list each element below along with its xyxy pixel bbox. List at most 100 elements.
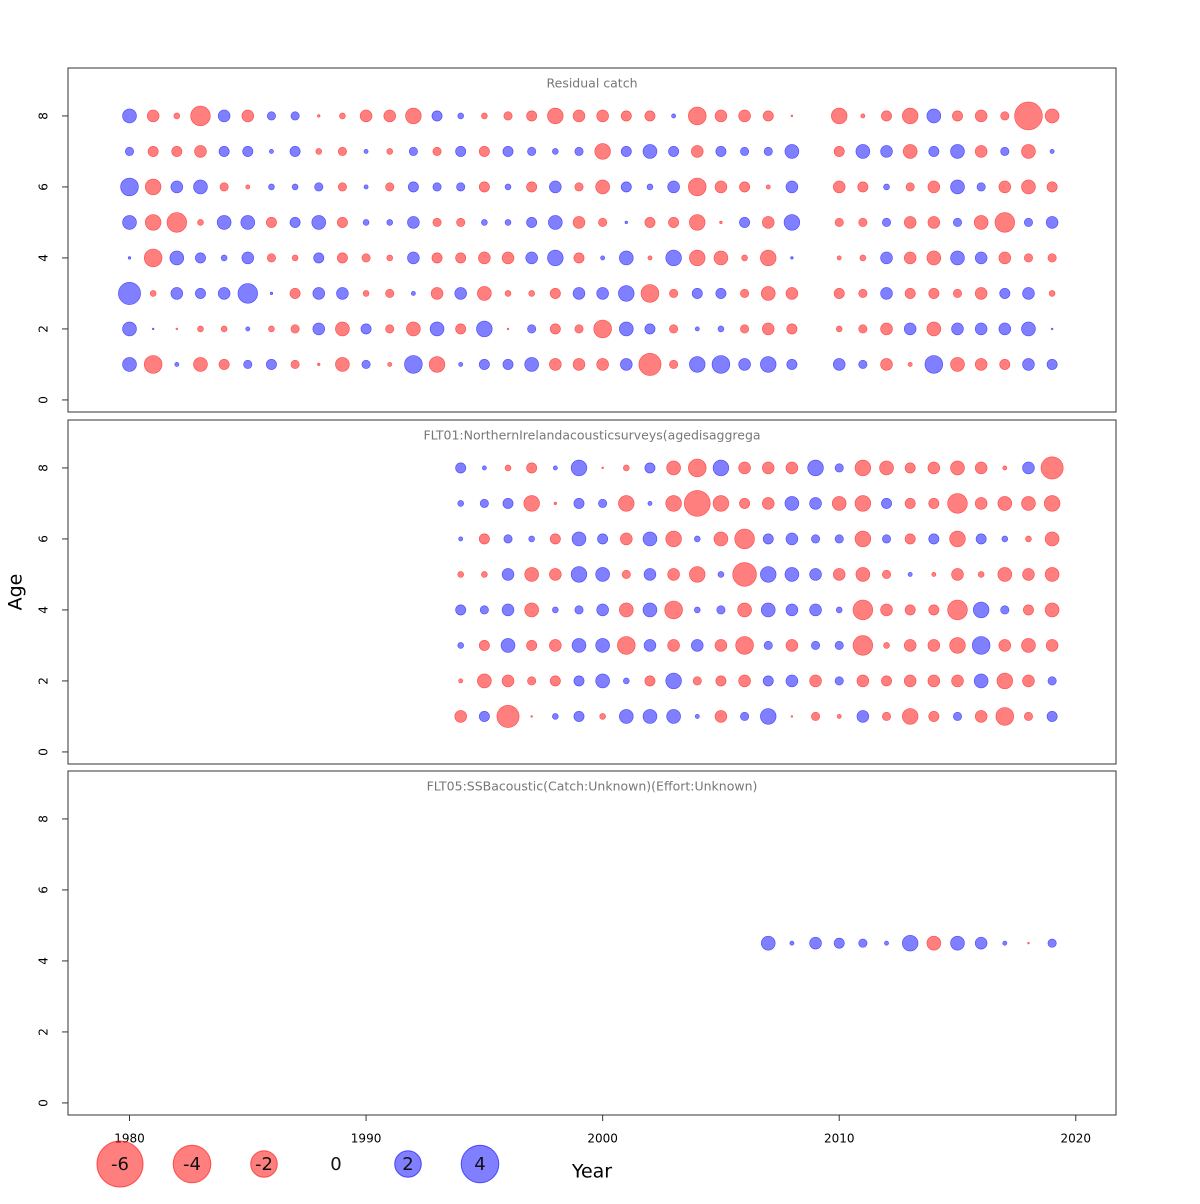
residual-bubble xyxy=(694,326,700,332)
residual-bubble xyxy=(926,321,942,337)
residual-bubble xyxy=(928,604,940,616)
residual-bubble xyxy=(902,107,919,125)
residual-bubble xyxy=(836,255,842,261)
residual-bubble xyxy=(359,109,373,123)
residual-bubble xyxy=(974,109,988,123)
residual-bubble xyxy=(832,358,846,371)
residual-bubble xyxy=(950,460,965,476)
residual-bubble xyxy=(336,216,348,228)
residual-bubble xyxy=(834,640,844,650)
residual-bubble xyxy=(666,460,681,476)
residual-bubble xyxy=(834,463,844,473)
residual-bubble xyxy=(974,322,988,336)
residual-bubble xyxy=(337,182,347,192)
residual-bubble xyxy=(737,602,752,618)
residual-bubble xyxy=(717,571,725,578)
residual-bubble xyxy=(1046,710,1058,722)
residual-bubble xyxy=(738,674,751,688)
residual-bubble xyxy=(739,216,751,228)
residual-bubble xyxy=(881,497,892,509)
residual-bubble xyxy=(785,603,799,617)
residual-bubble xyxy=(832,568,846,581)
residual-bubble xyxy=(714,710,728,723)
residual-bubble xyxy=(882,711,892,721)
residual-bubble xyxy=(506,327,510,331)
residual-bubble xyxy=(644,110,656,122)
residual-bubble xyxy=(974,710,988,723)
residual-bubble xyxy=(854,530,872,548)
residual-bubble xyxy=(665,495,682,512)
residual-bubble xyxy=(734,528,755,550)
residual-bubble xyxy=(478,145,490,157)
residual-bubble xyxy=(268,183,275,191)
residual-bubble xyxy=(975,533,987,545)
residual-bubble xyxy=(854,495,872,512)
residual-bubble xyxy=(735,636,754,655)
residual-bubble xyxy=(593,319,612,339)
residual-bubble xyxy=(928,710,940,722)
residual-bubble xyxy=(1044,108,1060,124)
residual-bubble xyxy=(617,636,636,655)
residual-bubble xyxy=(1047,676,1057,686)
residual-bubble xyxy=(194,145,207,158)
residual-bubble xyxy=(1022,674,1035,688)
residual-bubble xyxy=(599,713,606,720)
residual-bubble xyxy=(457,571,464,578)
residual-bubble xyxy=(501,603,515,617)
residual-bubble xyxy=(880,603,893,617)
residual-bubble xyxy=(572,109,586,123)
residual-bubble xyxy=(218,358,230,370)
residual-bubble xyxy=(644,216,656,228)
residual-bubble xyxy=(904,497,916,509)
x-tick-label: 1990 xyxy=(351,1132,382,1146)
residual-bubble xyxy=(811,711,821,721)
x-tick-label: 2010 xyxy=(824,1132,855,1146)
residual-bubble xyxy=(998,251,1012,265)
residual-bubble xyxy=(856,710,870,723)
residual-bubble xyxy=(952,288,963,298)
residual-bubble xyxy=(907,362,913,367)
residual-bubble xyxy=(998,639,1012,652)
residual-bubble xyxy=(478,358,490,370)
residual-bubble xyxy=(665,249,682,267)
residual-bubble xyxy=(719,220,723,225)
residual-bubble xyxy=(496,705,520,728)
residual-bubble xyxy=(784,567,800,582)
residual-bubble xyxy=(694,714,700,719)
residual-bubble xyxy=(1002,940,1008,946)
legend-label: -4 xyxy=(183,1154,201,1175)
residual-bubble xyxy=(881,675,892,687)
residual-bubble xyxy=(998,322,1012,336)
residual-bubble xyxy=(596,603,609,617)
y-tick-label: 2 xyxy=(37,325,51,333)
residual-bubble xyxy=(1023,711,1033,721)
residual-bubble xyxy=(974,461,988,475)
residual-bubble xyxy=(143,248,163,268)
residual-bubble xyxy=(122,357,137,372)
residual-bubble xyxy=(928,287,940,299)
residual-bubble xyxy=(711,355,731,374)
residual-bubble xyxy=(809,497,822,510)
residual-bubble xyxy=(903,216,917,229)
residual-bubble xyxy=(643,639,657,652)
residual-bubble xyxy=(477,673,492,689)
residual-bubble xyxy=(1021,179,1036,195)
residual-bubble xyxy=(688,106,707,126)
residual-bubble xyxy=(760,286,776,301)
residual-bubble xyxy=(361,253,371,263)
residual-bubble xyxy=(999,358,1011,370)
residual-bubble xyxy=(951,568,964,581)
residual-bubble xyxy=(665,530,682,548)
residual-bubble xyxy=(811,534,821,544)
residual-bubble xyxy=(571,531,587,547)
residual-bubble xyxy=(317,362,321,367)
residual-bubble xyxy=(902,708,919,725)
residual-bubble xyxy=(858,938,868,948)
residual-bubble xyxy=(407,216,420,229)
residual-bubble xyxy=(147,145,159,157)
residual-bubble xyxy=(455,462,467,474)
legend-label: -2 xyxy=(255,1154,273,1175)
residual-bubble xyxy=(668,216,680,228)
residual-bubble xyxy=(1022,461,1035,475)
